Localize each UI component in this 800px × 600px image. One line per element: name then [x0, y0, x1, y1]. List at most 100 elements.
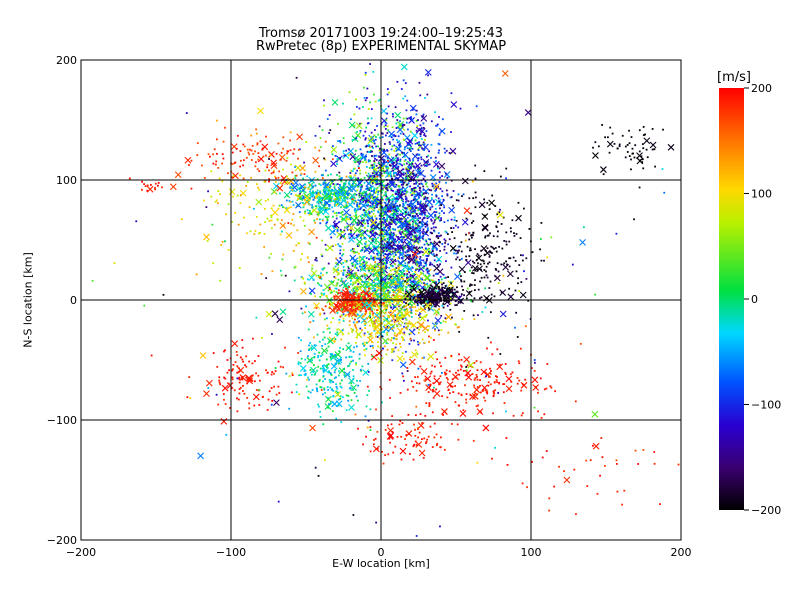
data-point [370, 190, 373, 192]
data-point [372, 70, 375, 73]
data-point [407, 282, 409, 285]
data-point [549, 385, 552, 388]
data-point [429, 238, 432, 241]
data-point [400, 458, 403, 461]
data-point [395, 287, 398, 290]
data-point [410, 236, 413, 239]
data-point [379, 346, 382, 349]
data-point [362, 191, 364, 194]
data-point [388, 199, 391, 202]
data-point [371, 194, 374, 196]
data-point [336, 310, 339, 313]
data-point [504, 371, 507, 374]
data-point [364, 138, 367, 141]
data-point [409, 225, 412, 228]
data-point [389, 135, 392, 138]
data-point [371, 219, 374, 222]
data-point [366, 165, 368, 168]
data-point [415, 109, 418, 112]
data-point [391, 348, 393, 351]
data-point [409, 185, 411, 188]
data-point [417, 214, 419, 217]
data-point [352, 287, 355, 290]
data-point [389, 441, 391, 444]
data-point [330, 388, 333, 391]
data-point [310, 183, 313, 186]
data-point [427, 161, 429, 163]
data-point [343, 205, 346, 208]
data-point [425, 181, 428, 184]
data-point [237, 398, 240, 401]
data-point [302, 202, 304, 204]
data-point [396, 317, 399, 320]
data-point [417, 281, 420, 284]
data-point [357, 185, 359, 188]
data-point [378, 271, 381, 274]
data-point [338, 305, 341, 308]
data-point-x [480, 368, 488, 376]
data-point [291, 189, 294, 192]
data-point [376, 275, 379, 278]
data-point [475, 405, 478, 408]
data-point [405, 283, 408, 286]
data-point [459, 107, 462, 110]
data-point [322, 369, 325, 372]
data-point [298, 194, 301, 197]
data-point [430, 120, 433, 123]
data-point [394, 249, 397, 252]
data-point [380, 196, 383, 199]
data-point [376, 332, 379, 335]
data-point [355, 315, 357, 318]
data-point [416, 228, 419, 231]
data-point [333, 276, 336, 278]
data-point [366, 385, 369, 388]
data-point-x [369, 177, 377, 184]
data-point [365, 435, 367, 438]
data-point [324, 365, 327, 368]
data-point [428, 402, 431, 404]
data-point [466, 287, 469, 290]
data-point [503, 402, 506, 404]
data-point [285, 199, 288, 202]
data-point [368, 335, 371, 338]
data-point [382, 251, 385, 254]
data-point [533, 370, 536, 372]
data-point [353, 161, 356, 164]
data-point [447, 331, 450, 334]
data-point [327, 262, 330, 265]
data-point [378, 149, 381, 152]
data-point [425, 294, 428, 297]
data-point [433, 221, 436, 224]
data-point-x [400, 63, 408, 71]
data-point [435, 235, 438, 238]
data-point-x [419, 203, 427, 210]
data-point [405, 322, 408, 325]
data-point [412, 325, 415, 328]
data-point [364, 237, 367, 240]
data-point [330, 374, 333, 376]
data-point [415, 238, 418, 240]
data-point [396, 249, 399, 252]
data-point [422, 115, 424, 117]
data-point [377, 316, 379, 319]
data-point [445, 252, 448, 255]
data-point [319, 296, 322, 298]
data-point [438, 149, 440, 152]
data-point [397, 148, 400, 151]
data-point [382, 287, 384, 290]
data-point [416, 125, 419, 127]
data-point-x [387, 203, 395, 210]
data-point [426, 267, 429, 270]
data-point [399, 181, 402, 183]
data-point [385, 265, 388, 268]
data-point [337, 292, 340, 295]
data-point [351, 302, 354, 305]
data-point [419, 171, 422, 174]
data-point [301, 312, 304, 315]
data-point [376, 203, 379, 206]
data-point [404, 296, 407, 299]
data-point [373, 189, 376, 191]
data-point [476, 378, 479, 381]
data-point [432, 339, 435, 341]
data-point [318, 351, 320, 354]
